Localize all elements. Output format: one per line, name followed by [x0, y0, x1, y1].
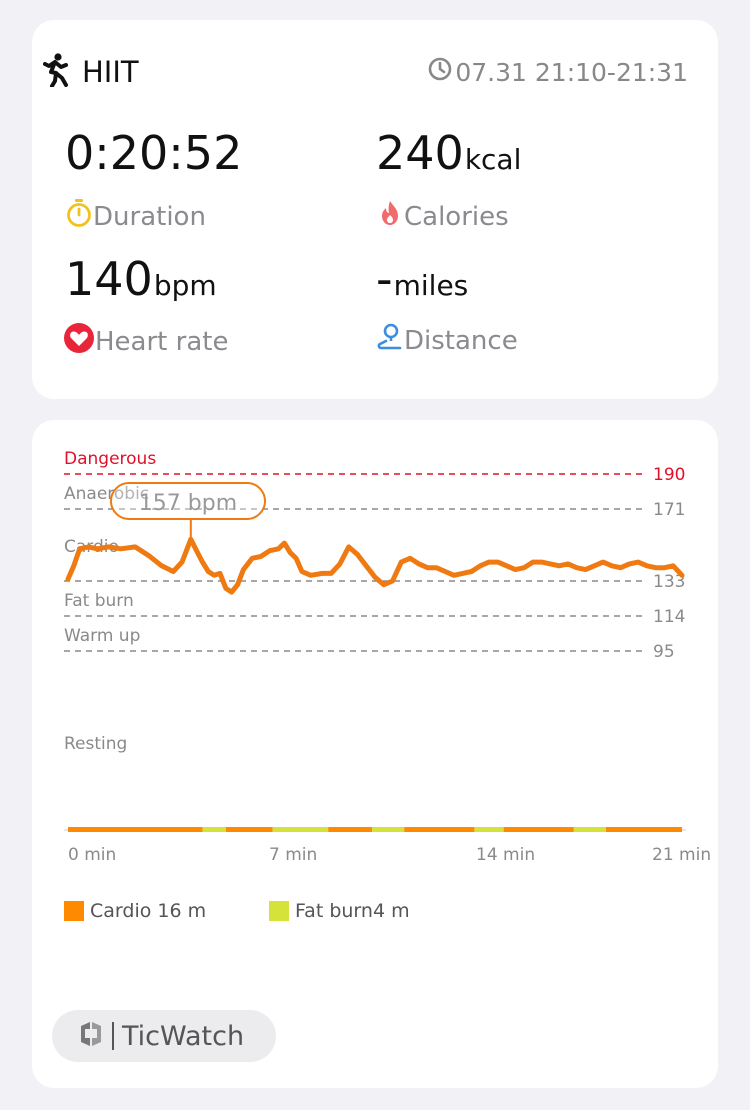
device-logo-icon	[78, 1020, 104, 1052]
heart-rate-line	[65, 536, 685, 595]
heart-rate-unit: bpm	[153, 269, 217, 302]
heart-icon	[63, 322, 95, 361]
distance-label-row: Distance	[376, 322, 518, 359]
threshold-value-fat-burn: 114	[653, 607, 685, 627]
threshold-value-cardio: 133	[653, 572, 685, 592]
heart-rate-label-row: Heart rate	[63, 322, 228, 361]
zone-bar-segment	[503, 827, 574, 832]
running-person-icon	[42, 53, 70, 91]
heart-rate-label: Heart rate	[95, 326, 229, 357]
location-pin-icon	[376, 322, 404, 359]
x-tick-label: 7 min	[269, 845, 317, 865]
calories-unit: kcal	[464, 143, 522, 176]
legend-swatch-fat-burn	[269, 901, 289, 921]
legend-item-fat-burn: Fat burn4 m	[269, 900, 410, 922]
legend-label-cardio: Cardio 16 m	[90, 900, 207, 922]
zone-bar-segment	[605, 827, 682, 832]
x-tick-label: 14 min	[476, 845, 535, 865]
duration-label-row: Duration	[65, 198, 206, 235]
distance-stat: - miles	[376, 256, 468, 302]
zone-bar-segment	[68, 827, 203, 832]
distance-label: Distance	[404, 325, 518, 356]
zone-bar-segment	[272, 827, 329, 832]
duration-value: 0:20:52	[65, 126, 243, 180]
calories-stat: 240 kcal	[376, 130, 521, 176]
zone-bar-segment	[202, 827, 226, 832]
x-tick-label: 21 min	[652, 845, 711, 865]
workout-header: HIIT	[42, 53, 139, 91]
zone-label-resting: Resting	[64, 734, 127, 754]
peak-callout-text: 157 bpm	[139, 491, 237, 516]
zone-bar-segment	[573, 827, 606, 832]
zone-label-warm-up: Warm up	[64, 626, 140, 646]
stopwatch-icon	[65, 198, 93, 235]
brand-name: TicWatch	[122, 1020, 245, 1052]
zone-bar-segment	[328, 827, 373, 832]
heart-rate-value: 140	[65, 252, 153, 306]
session-time-range: 07.31 21:10-21:31	[427, 56, 688, 88]
zone-label-fat-burn: Fat burn	[64, 591, 134, 611]
threshold-value-anaerobic: 171	[653, 500, 685, 520]
workout-type: HIIT	[82, 55, 139, 89]
flame-icon	[376, 198, 404, 235]
duration-label: Duration	[93, 201, 206, 232]
threshold-value-warm-up: 95	[653, 642, 675, 662]
threshold-value-dangerous: 190	[653, 465, 685, 485]
heart-rate-chart-card: 190 Dangerous 171 Anaerobic 133 Cardio 114 Fat …	[32, 420, 718, 1088]
peak-callout-bubble	[110, 482, 266, 520]
workout-summary-card: HIIT 07.31 21:10-21:31 0:20:52 Duration	[32, 20, 718, 399]
zone-label-anaerobic: Anaerobic	[64, 484, 149, 504]
zone-bar-segment	[404, 827, 475, 832]
heart-rate-stat: 140 bpm	[65, 256, 217, 302]
distance-unit: miles	[393, 269, 469, 302]
calories-label-row: Calories	[376, 198, 509, 235]
legend-swatch-cardio	[64, 901, 84, 921]
x-tick-label: 0 min	[68, 845, 116, 865]
zone-bar-segment	[474, 827, 504, 832]
zone-label-dangerous: Dangerous	[64, 449, 156, 469]
calories-value: 240	[376, 126, 464, 180]
duration-stat: 0:20:52	[65, 130, 242, 176]
distance-value: -	[376, 252, 393, 306]
time-range-text: 07.31 21:10-21:31	[455, 57, 688, 87]
brand-divider	[112, 1022, 114, 1050]
zone-bar-segment	[372, 827, 405, 832]
legend-item-cardio: Cardio 16 m	[64, 900, 206, 922]
clock-icon	[427, 56, 455, 88]
heart-rate-chart: 190Dangerous171Anaerobic133Cardio114Fat …	[64, 449, 711, 865]
legend-label-fat-burn: Fat burn4 m	[295, 900, 410, 922]
device-brand-badge[interactable]: TicWatch	[52, 1010, 276, 1062]
calories-label: Calories	[404, 201, 509, 232]
zone-bar-segment	[225, 827, 273, 832]
